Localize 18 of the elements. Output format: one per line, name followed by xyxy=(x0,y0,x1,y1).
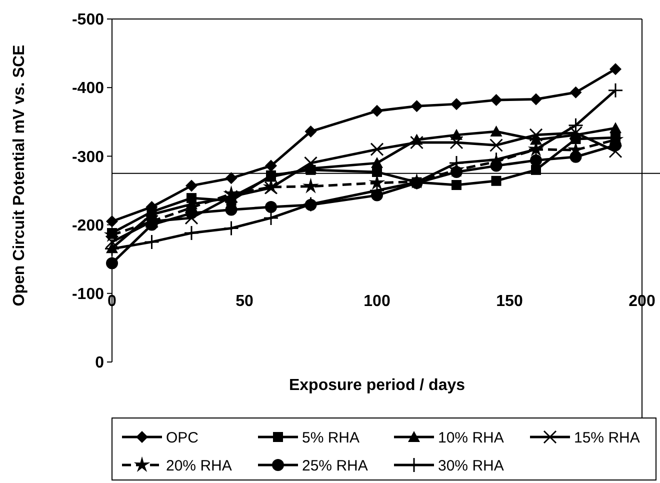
x-axis-title: Exposure period / days xyxy=(288,377,466,394)
legend-label: 20% RHA xyxy=(166,457,232,474)
y-tick-label: -100 xyxy=(72,286,104,303)
y-tick-label: -200 xyxy=(72,217,104,234)
legend-label: OPC xyxy=(166,429,199,446)
legend-label: 10% RHA xyxy=(438,429,504,446)
x-tick-label: 50 xyxy=(236,292,254,310)
y-tick-label: -500 xyxy=(72,12,104,29)
legend-label: 30% RHA xyxy=(438,457,504,474)
legend-label: 25% RHA xyxy=(302,457,368,474)
y-tick-label: -300 xyxy=(72,148,104,166)
y-tick-label: 0 xyxy=(95,354,104,372)
x-tick-label: 100 xyxy=(364,292,390,310)
y-tick-label: -400 xyxy=(72,80,104,98)
x-tick-label: 150 xyxy=(496,292,523,310)
legend-label: 5% RHA xyxy=(302,429,360,446)
y-axis-title: Open Circuit Potential mV vs. SCE xyxy=(11,44,28,306)
legend-label: 15% RHA xyxy=(574,429,640,446)
